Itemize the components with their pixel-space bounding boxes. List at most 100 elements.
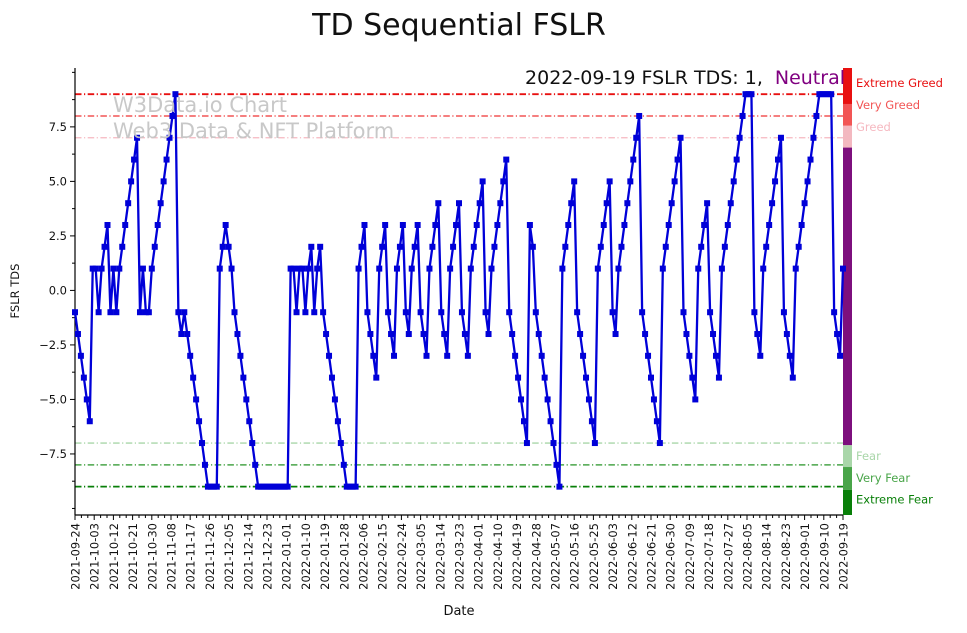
data-point-marker <box>163 156 170 163</box>
data-point-marker <box>541 374 548 381</box>
data-point-marker <box>686 352 693 359</box>
watermark: W3Data.io Chart Web3 Data & NFT Platform <box>113 93 394 144</box>
data-point-marker <box>715 374 722 381</box>
data-point-marker <box>733 156 740 163</box>
x-tick-label: 2022-09-19 <box>837 523 851 590</box>
data-point-marker <box>113 309 120 316</box>
data-point-marker <box>391 352 398 359</box>
data-point-marker <box>358 243 365 250</box>
data-point-marker <box>402 309 409 316</box>
x-tick-label: 2022-02-15 <box>376 523 390 590</box>
data-point-marker <box>116 265 123 272</box>
data-point-marker <box>692 396 699 403</box>
data-point-marker <box>305 265 312 272</box>
threshold-label: Fear <box>856 449 881 463</box>
data-point-marker <box>385 309 392 316</box>
x-tick-label: 2022-08-23 <box>779 523 793 590</box>
data-point-marker <box>612 331 619 338</box>
x-tick-label: 2022-05-16 <box>568 523 582 590</box>
x-axis-ticks: 2021-09-24 2021-10-03 2021-10-12 2021-10-21… <box>69 515 851 590</box>
data-point-marker <box>789 374 796 381</box>
data-point-marker <box>337 440 344 447</box>
data-point-marker <box>547 418 554 425</box>
data-point-marker <box>553 461 560 468</box>
data-point-marker <box>252 461 259 468</box>
data-point-marker <box>104 221 111 228</box>
data-point-marker <box>187 352 194 359</box>
data-point-marker <box>72 309 78 316</box>
threshold-label: Very Fear <box>856 471 910 485</box>
data-point-marker <box>509 331 516 338</box>
data-point-marker <box>476 200 483 207</box>
watermark-line1: W3Data.io Chart <box>113 93 288 117</box>
data-point-marker <box>627 178 634 185</box>
data-point-marker <box>591 440 598 447</box>
data-point-marker <box>246 418 253 425</box>
data-point-marker <box>515 374 522 381</box>
x-tick-label: 2022-01-19 <box>318 523 332 590</box>
data-point-marker <box>801 200 808 207</box>
data-point-marker <box>80 374 87 381</box>
data-point-marker <box>219 243 226 250</box>
data-point-marker <box>786 352 793 359</box>
data-point-marker <box>618 243 625 250</box>
x-tick-label: 2022-05-25 <box>587 523 601 590</box>
data-point-marker <box>662 243 669 250</box>
data-point-marker <box>417 309 424 316</box>
data-point-marker <box>157 200 164 207</box>
data-point-marker <box>231 309 238 316</box>
data-point-marker <box>331 396 338 403</box>
data-point-marker <box>199 440 206 447</box>
x-tick-label: 2022-07-09 <box>683 523 697 590</box>
data-point-marker <box>665 221 672 228</box>
x-tick-label: 2021-10-30 <box>145 523 159 590</box>
data-point-marker <box>228 265 235 272</box>
data-point-marker <box>642 331 649 338</box>
data-point-marker <box>795 243 802 250</box>
data-point-marker <box>334 418 341 425</box>
data-point-marker <box>473 221 480 228</box>
x-axis-label: Date <box>443 604 475 619</box>
data-point-marker <box>139 265 146 272</box>
data-point-marker <box>606 178 613 185</box>
data-point-marker <box>562 243 569 250</box>
data-point-marker <box>119 243 126 250</box>
data-point-marker <box>648 374 654 381</box>
data-point-marker <box>237 352 244 359</box>
data-point-marker <box>813 112 820 119</box>
data-point-marker <box>482 309 489 316</box>
data-point-marker <box>184 331 191 338</box>
data-point-marker <box>77 352 84 359</box>
data-point-marker <box>834 331 841 338</box>
x-tick-label: 2022-01-10 <box>299 523 313 590</box>
data-point-marker <box>559 265 566 272</box>
data-point-marker <box>780 309 787 316</box>
threshold-label: Very Greed <box>856 98 920 112</box>
data-point-marker <box>544 396 551 403</box>
data-point-marker <box>441 331 448 338</box>
data-point-marker <box>695 265 702 272</box>
data-point-marker <box>724 221 731 228</box>
y-tick-label: −7.5 <box>39 447 67 461</box>
data-point-marker <box>707 309 714 316</box>
data-point-marker <box>523 440 530 447</box>
data-point-marker <box>367 331 374 338</box>
data-point-marker <box>494 221 501 228</box>
data-point-marker <box>659 265 666 272</box>
x-tick-label: 2022-09-10 <box>817 523 831 590</box>
data-point-marker <box>810 134 817 141</box>
data-point-marker <box>166 134 173 141</box>
x-tick-label: 2021-11-17 <box>184 523 198 590</box>
data-point-marker <box>461 331 468 338</box>
y-tick-label: 2.5 <box>49 229 67 243</box>
data-point-marker <box>110 265 117 272</box>
data-point-marker <box>302 309 309 316</box>
data-point-marker <box>597 243 604 250</box>
x-tick-label: 2022-08-14 <box>760 523 774 590</box>
data-point-marker <box>583 374 590 381</box>
data-point-marker <box>594 265 601 272</box>
data-point-marker <box>408 265 415 272</box>
data-point-marker <box>328 374 335 381</box>
data-point-marker <box>804 178 811 185</box>
